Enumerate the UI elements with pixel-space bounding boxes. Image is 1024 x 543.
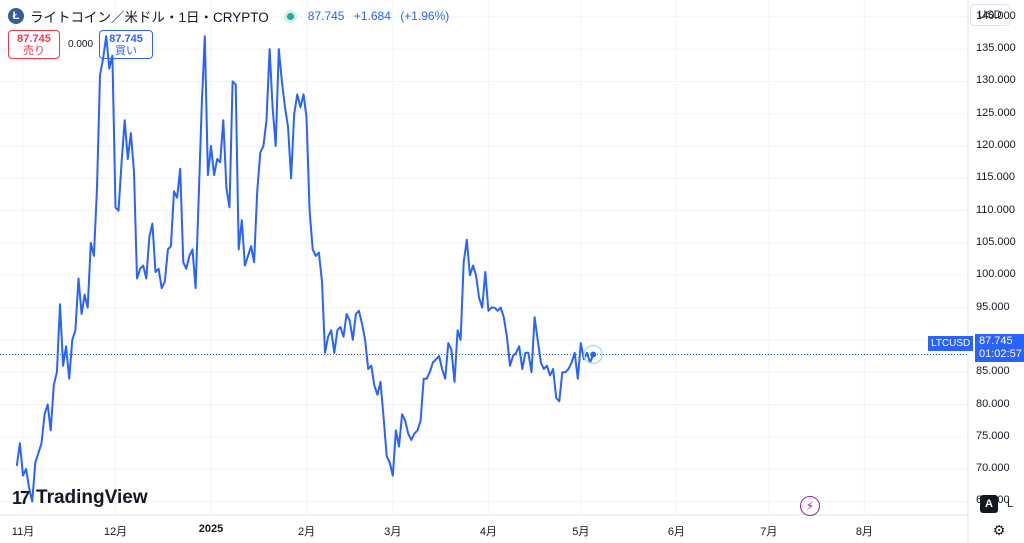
chart-grid — [0, 0, 968, 515]
y-tick-label: 125.000 — [976, 106, 1016, 119]
last-point-marker — [583, 344, 603, 365]
y-tick-label: 140.000 — [976, 9, 1016, 22]
y-tick-label: 120.000 — [976, 139, 1016, 152]
y-tick-label: 70.000 — [976, 462, 1010, 475]
y-tick-label: 130.000 — [976, 74, 1016, 87]
last-price-tag: 87.745 01:02:57 — [975, 334, 1024, 362]
litecoin-logo: Ł — [8, 8, 24, 24]
currency-button[interactable]: USD — [970, 4, 1010, 26]
series-line-ltcusd — [15, 35, 595, 503]
tradingview-mark-icon: 17 — [12, 487, 30, 508]
quote-values: 87.745 +1.684 (+1.96%) — [308, 9, 455, 23]
log-scale-button[interactable]: L — [1006, 498, 1014, 510]
x-tick-label: 5月 — [572, 526, 590, 538]
buy-button[interactable]: 87.745 買い — [99, 30, 154, 59]
last-price: 87.745 — [307, 9, 345, 23]
symbol-title[interactable]: ライトコイン／米ドル・1日・CRYPTO — [30, 10, 269, 25]
y-tick-label: 80.000 — [976, 397, 1010, 410]
market-open-indicator — [286, 12, 294, 20]
y-tick-label: 115.000 — [976, 171, 1015, 184]
sell-price: 87.745 — [17, 32, 51, 45]
buy-price: 87.745 — [109, 32, 143, 45]
series-line-group — [15, 35, 595, 503]
x-tick-label: 2025 — [198, 523, 224, 535]
auto-scale-button[interactable]: A — [980, 495, 998, 513]
price-change-percent: (+1.96%) — [400, 9, 450, 23]
tradingview-logo[interactable]: 17 TradingView — [12, 487, 148, 509]
x-tick-label: 4月 — [479, 526, 497, 538]
buy-label: 買い — [115, 44, 138, 57]
x-tick-label: 7月 — [760, 526, 778, 538]
y-tick-label: 95.000 — [976, 300, 1010, 313]
last-point-halo — [583, 344, 603, 365]
last-point-dot — [590, 351, 597, 358]
x-tick-label: 2月 — [297, 526, 316, 538]
y-tick-label: 105.000 — [976, 235, 1016, 248]
x-tick-label: 12月 — [103, 526, 128, 538]
spread-value: 0.000 — [68, 39, 94, 50]
sell-button[interactable]: 87.745 売り — [8, 30, 60, 59]
x-tick-label: 6月 — [667, 526, 685, 538]
buy-sell-panel: 87.745 売り 0.000 87.745 買い — [8, 30, 154, 59]
sell-label: 売り — [23, 44, 45, 57]
last-price-tag-value: 87.745 — [979, 335, 1013, 347]
price-change: +1.684 — [353, 9, 391, 23]
y-tick-label: 85.000 — [976, 365, 1010, 378]
symbol-tag: LTCUSD — [928, 336, 974, 351]
gear-icon[interactable]: ⚙ — [992, 521, 1006, 538]
x-tick-label: 3月 — [384, 526, 402, 538]
bar-countdown: 01:02:57 — [979, 348, 1022, 360]
brand-name: TradingView — [36, 487, 148, 508]
y-tick-label: 110.000 — [976, 203, 1015, 216]
lightning-icon[interactable]: ⚡ — [800, 496, 820, 516]
x-tick-label: 8月 — [855, 526, 873, 538]
y-tick-label: 75.000 — [976, 429, 1010, 442]
y-tick-label: 100.000 — [976, 268, 1016, 281]
y-tick-label: 135.000 — [976, 42, 1016, 55]
chart-header: Ł ライトコイン／米ドル・1日・CRYPTO 87.745 +1.684 (+1… — [8, 6, 455, 26]
x-tick-label: 11月 — [11, 526, 35, 538]
